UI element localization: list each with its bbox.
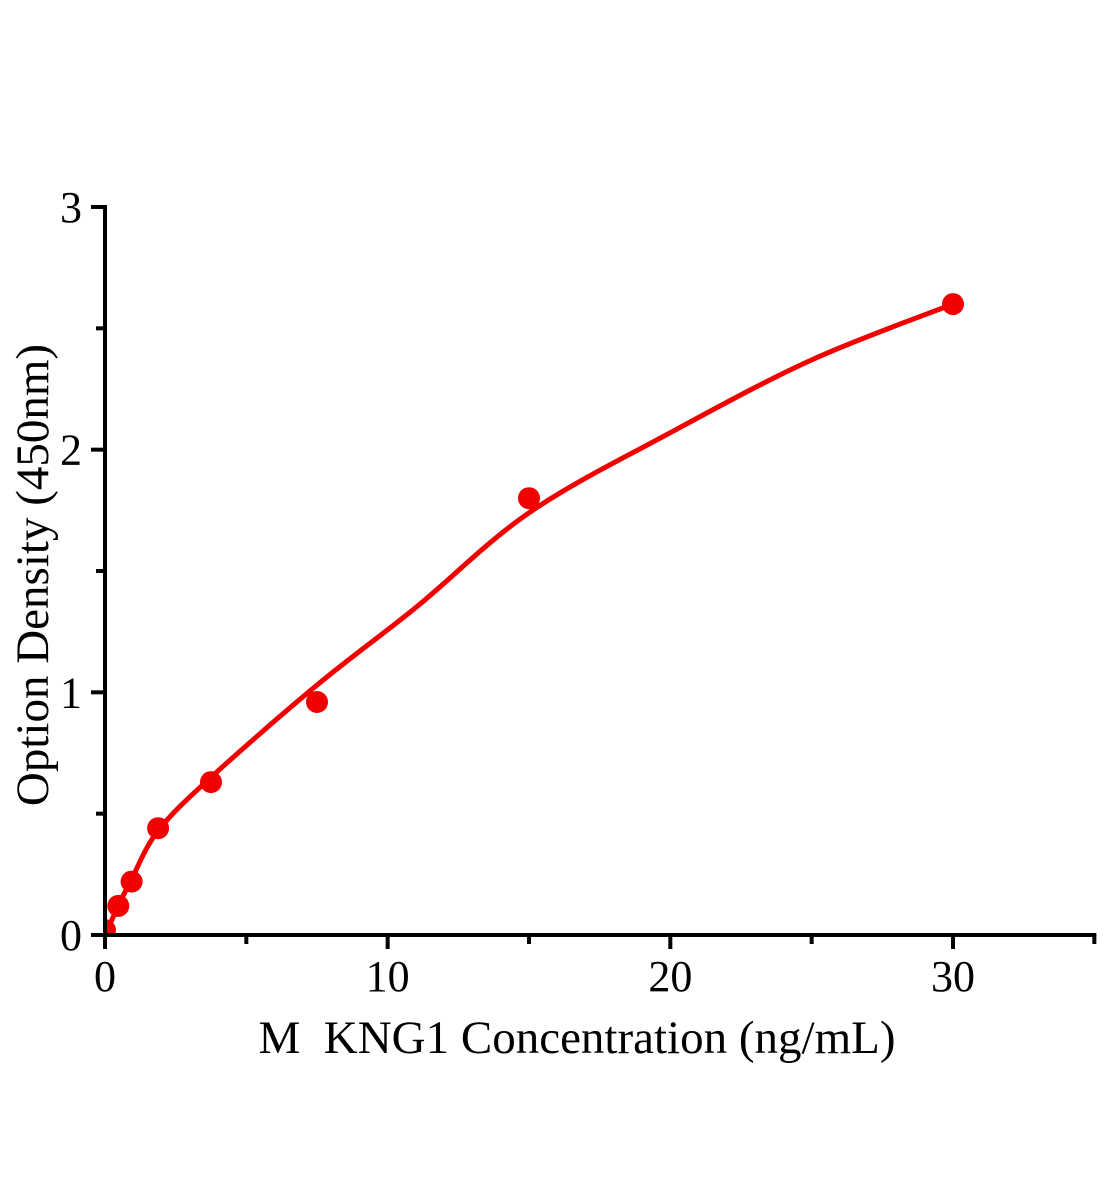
data-point-marker [942, 293, 964, 316]
data-point-marker [306, 691, 328, 713]
x-axis-tick-label: 10 [366, 952, 410, 1001]
data-point-marker [147, 817, 170, 840]
y-axis-tick-label: 3 [60, 183, 82, 232]
y-axis-tick-label: 0 [60, 911, 82, 960]
data-point-marker [120, 870, 143, 893]
data-point-marker [107, 894, 130, 917]
y-axis-tick-label: 2 [60, 426, 82, 475]
x-axis-label: M KNG1 Concentration (ng/mL) [258, 1012, 896, 1064]
data-point-marker [105, 919, 116, 935]
data-point-marker [200, 771, 222, 794]
x-axis-tick-label: 20 [648, 952, 692, 1001]
x-axis-tick-label: 0 [94, 952, 116, 1001]
series-group [105, 293, 964, 935]
data-point-marker [518, 487, 540, 510]
y-axis-tick-label: 1 [60, 668, 82, 717]
x-axis-tick-label: 30 [931, 952, 975, 1001]
y-axis-label: Option Density (450nm) [7, 343, 60, 807]
fit-curve-line [105, 301, 956, 935]
